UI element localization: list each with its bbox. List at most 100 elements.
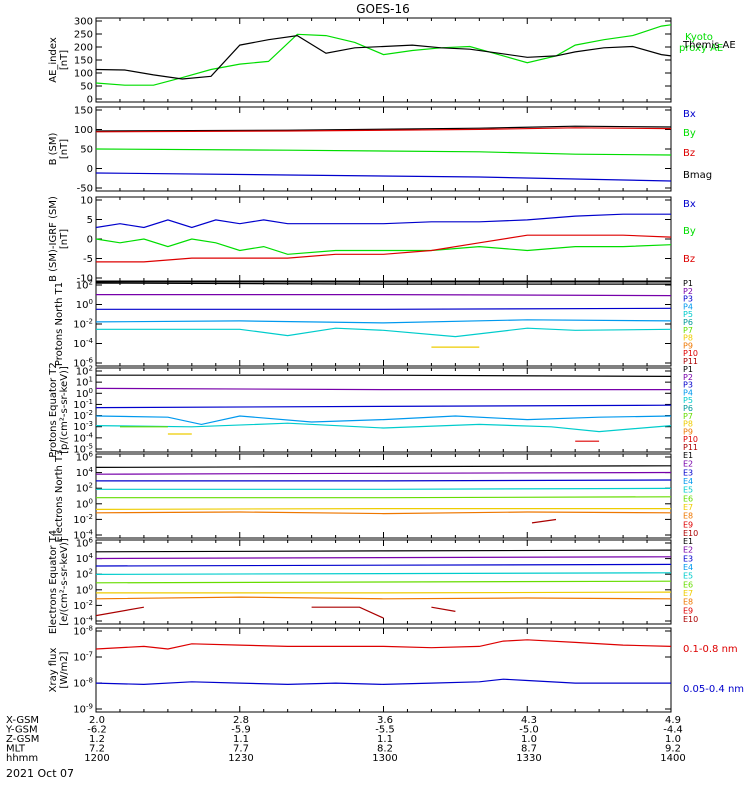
- series-e8: [95, 511, 672, 515]
- orbit-value: 9.2: [665, 744, 681, 755]
- orbit-value: 3.6: [377, 715, 393, 726]
- legend-e5: E5: [683, 572, 693, 581]
- legend-e1: E1: [683, 451, 693, 460]
- y-tick-label: 10-2: [73, 513, 93, 526]
- legend-themis-ae: Themis AE: [682, 40, 736, 51]
- series-e10: [95, 606, 145, 617]
- legend-p5: P5: [683, 396, 693, 405]
- orbit-value: 1.1: [233, 734, 249, 745]
- legend-p8: P8: [683, 334, 693, 343]
- y-tick-label: 102: [76, 568, 93, 581]
- orbit-value: 1300: [372, 753, 397, 764]
- panel-frame: [95, 196, 672, 282]
- series-e2: [95, 556, 672, 560]
- legend-p4: P4: [683, 388, 693, 397]
- y-tick-label: 104: [76, 552, 94, 565]
- orbit-value: 2.8: [233, 715, 249, 726]
- panel-frame: [95, 17, 672, 103]
- y-axis-label: Xray flux[W/m2]: [48, 648, 70, 693]
- series-p4: [95, 319, 672, 324]
- legend-p2: P2: [683, 287, 693, 296]
- legend-e4: E4: [683, 563, 693, 572]
- series-bx: [95, 172, 672, 182]
- legend-e5: E5: [683, 486, 693, 495]
- y-tick-label: -10: [77, 274, 93, 285]
- legend-p7: P7: [683, 326, 693, 335]
- legend-e9: E9: [683, 520, 693, 529]
- orbit-value: 1230: [228, 753, 253, 764]
- orbit-value: 2.0: [89, 715, 105, 726]
- orbit-table: X-GSM 2.0 2.8 3.6 4.3 4.9 Y-GSM -6.2 -5.9 -5.5 -5.…: [5, 715, 686, 764]
- series-p2: [96, 294, 672, 297]
- y-tick-label: 300: [74, 17, 93, 28]
- orbit-value: 1.0: [665, 734, 681, 745]
- y-tick-label: 150: [74, 106, 93, 117]
- y-tick-label: 100: [74, 125, 93, 136]
- series-bx: [95, 213, 671, 229]
- series-e7: [96, 591, 672, 594]
- y-tick-label: 150: [74, 56, 93, 67]
- y-axis-label: B (SM)-IGRF (SM)[nT]: [48, 196, 70, 282]
- y-tick-label: 10-2: [73, 318, 93, 331]
- orbit-value: 4.3: [521, 715, 537, 726]
- orbit-value: 1.2: [89, 734, 105, 745]
- legend-p9: P9: [683, 427, 693, 436]
- orbit-row-label: X-GSM: [6, 715, 39, 726]
- legend-p3: P3: [683, 381, 693, 390]
- y-tick-label: 50: [80, 145, 93, 156]
- legend-e10: E10: [683, 529, 698, 538]
- orbit-row-label: hhmm: [6, 753, 38, 764]
- series-p3: [96, 307, 672, 310]
- series-by: [95, 148, 672, 156]
- legend-p4: P4: [683, 302, 693, 311]
- series-e8: [95, 596, 672, 600]
- series-by: [95, 238, 672, 255]
- legend-e10: E10: [683, 615, 698, 624]
- legend-e9: E9: [683, 606, 693, 615]
- legend-p1: P1: [683, 365, 693, 374]
- panel-frame: [95, 627, 672, 713]
- y-tick-label: 10-8: [73, 625, 93, 638]
- y-tick-label: 0: [87, 95, 93, 106]
- orbit-value: -4.4: [663, 725, 683, 736]
- y-tick-label: 100: [76, 298, 93, 311]
- series-bz: [96, 234, 672, 263]
- series-e4: [95, 572, 672, 576]
- y-tick-label: 5: [87, 215, 93, 226]
- y-tick-label: 10-4: [73, 337, 93, 350]
- y-tick-label: -5: [83, 254, 93, 265]
- series-e4: [96, 487, 672, 490]
- series-e1: [95, 549, 672, 553]
- series-e10: [431, 606, 456, 612]
- y-tick-label: 50: [80, 82, 93, 93]
- legend-by: By: [683, 226, 696, 237]
- legend-kyoto-proxy-ae: Kyoto proxy AE: [679, 32, 723, 54]
- orbit-value: 1200: [84, 753, 109, 764]
- legend-bx: Bx: [683, 199, 696, 210]
- y-tick-label: 102: [76, 279, 93, 292]
- orbit-row-label: Z-GSM: [6, 734, 39, 745]
- legend-e8: E8: [683, 598, 693, 607]
- y-tick-label: 10-7: [73, 651, 93, 664]
- y-tick-label: 10-9: [73, 703, 93, 716]
- legend-p3: P3: [683, 295, 693, 304]
- plot-title: GOES-16: [356, 2, 410, 16]
- legend-p7: P7: [683, 412, 693, 421]
- orbit-value: 4.9: [665, 715, 681, 726]
- legend-e6: E6: [683, 494, 693, 503]
- legend-p10: P10: [683, 435, 698, 444]
- orbit-value: 1400: [660, 753, 685, 764]
- legend-p6: P6: [683, 404, 693, 413]
- panel-2: 150 100 50 0 -50 B (SM)[nT] Bx By Bz Bmag: [48, 106, 712, 195]
- series-themis-ae: [95, 34, 672, 80]
- series-0-05-0-4-nm: [95, 678, 671, 686]
- orbit-value: 7.2: [89, 744, 105, 755]
- orbit-row-label: Y-GSM: [5, 725, 38, 736]
- legend-p9: P9: [683, 341, 693, 350]
- legend-e2: E2: [683, 460, 693, 469]
